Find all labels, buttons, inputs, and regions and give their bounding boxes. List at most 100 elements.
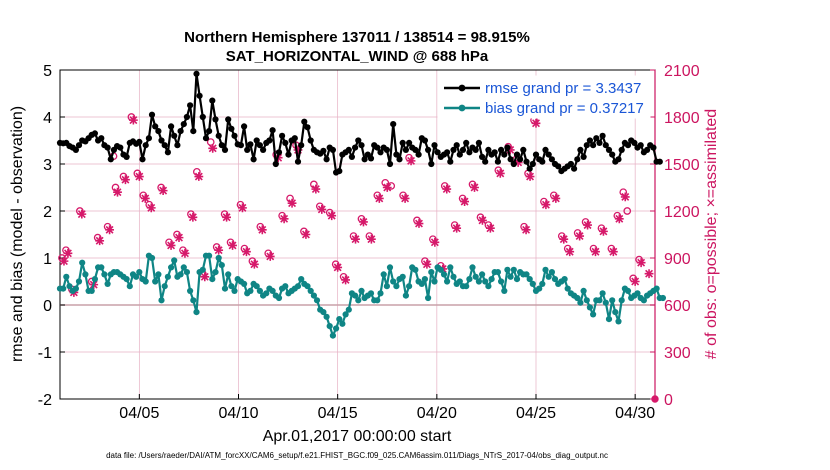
obs-assimilated-point — [505, 145, 515, 155]
bias-point — [342, 311, 349, 318]
rmse-point — [158, 137, 165, 144]
rmse-point — [510, 160, 517, 168]
bias-point — [148, 254, 156, 262]
rmse-point — [374, 144, 381, 151]
bias-point — [358, 287, 365, 294]
bias-point — [612, 309, 619, 316]
rmse-point — [637, 142, 644, 149]
bias-point — [469, 264, 476, 271]
y2-tick-label: 2100 — [664, 63, 700, 80]
bias-point — [498, 278, 505, 285]
obs-assimilated-point — [531, 118, 541, 128]
obs-assimilated-point — [359, 217, 368, 227]
obs-assimilated-point — [208, 143, 218, 153]
rmse-point — [142, 142, 149, 149]
obs-assimilated-point — [174, 233, 184, 243]
bias-point — [304, 283, 311, 290]
obs-assimilated-point — [327, 211, 337, 221]
bias-point — [123, 276, 130, 283]
bias-point — [577, 299, 584, 306]
bias-point — [161, 283, 168, 290]
bias-point — [199, 266, 206, 273]
x-tick-label: 04/15 — [318, 405, 358, 422]
bias-point — [66, 283, 73, 290]
rmse-point — [139, 156, 146, 163]
bias-point — [634, 290, 641, 297]
legend-rmse-label: rmse grand pr = 3.3437 — [485, 80, 641, 97]
obs-assimilated-point — [478, 216, 487, 225]
rmse-point — [402, 146, 409, 153]
bias-point — [221, 285, 229, 292]
bias-point — [180, 264, 187, 271]
rmse-point — [199, 113, 206, 121]
bias-point — [580, 287, 587, 294]
legend-bias-marker — [458, 104, 466, 112]
rmse-point — [104, 144, 111, 151]
obs-assimilated-point — [59, 256, 69, 266]
bias-point — [269, 287, 276, 294]
x-axis-label: Apr.01,2017 00:00:00 start — [263, 428, 452, 445]
y2-axis-label: # of obs: o=possible; ×=assimilated — [703, 109, 720, 359]
bias-point — [526, 276, 533, 283]
bias-point — [168, 264, 175, 271]
obs-assimilated-point — [485, 223, 495, 233]
rmse-point — [72, 146, 79, 153]
rmse-point — [520, 146, 527, 153]
bias-point — [485, 283, 492, 290]
rmse-point — [304, 124, 311, 131]
x-tick-label: 04/25 — [516, 405, 556, 422]
rmse-point — [583, 142, 590, 149]
obs-assimilated-point — [279, 214, 289, 224]
rmse-point — [212, 116, 219, 123]
rmse-point — [421, 137, 428, 144]
bias-point — [79, 259, 86, 266]
rmse-point — [459, 146, 467, 153]
bias-point — [339, 320, 346, 327]
bias-point — [104, 280, 111, 287]
rmse-point — [266, 137, 273, 144]
obs-assimilated-point — [188, 212, 198, 222]
obs-assimilated-point — [460, 197, 469, 206]
y-axis-label: rmse and bias (model - observation) — [9, 106, 26, 362]
rmse-point — [221, 146, 229, 153]
rmse-point — [348, 153, 355, 160]
obs-assimilated-point — [351, 234, 360, 244]
obs-zero-marker — [651, 395, 659, 403]
obs-assimilated-point — [541, 200, 551, 210]
bias-point — [63, 273, 70, 280]
obs-assimilated-point — [128, 115, 138, 125]
rmse-point — [168, 123, 175, 130]
bias-point — [377, 290, 384, 297]
bias-point — [596, 297, 603, 304]
obs-assimilated-point — [146, 203, 156, 213]
x-axis: 04/05 04/10 04/15 04/20 04/25 04/30 — [119, 394, 655, 422]
bias-point — [72, 285, 79, 292]
rmse-point — [218, 142, 225, 149]
bias-point — [609, 297, 616, 304]
obs-assimilated-point — [575, 231, 585, 241]
rmse-point — [155, 128, 162, 135]
obs-assimilated-point — [400, 194, 410, 203]
obs-assimilated-point — [238, 203, 247, 213]
bias-point — [310, 292, 317, 299]
rmse-point — [485, 146, 492, 153]
rmse-point — [193, 70, 200, 77]
bias-point — [187, 287, 194, 294]
data-file-footer: data file: /Users/raeder/DAI/ATM_forcXX/… — [106, 451, 608, 460]
obs-assimilated-point — [470, 183, 479, 192]
rmse-point — [390, 121, 397, 128]
rmse-point — [571, 165, 578, 172]
x-tick-label: 04/20 — [417, 405, 457, 422]
rmse-point — [605, 146, 613, 153]
bias-point — [193, 309, 200, 316]
y-tick-label: 0 — [43, 298, 52, 315]
rmse-point — [136, 138, 143, 145]
rmse-point — [291, 135, 298, 142]
bias-point — [456, 278, 463, 285]
bias-point — [345, 306, 352, 313]
bias-point — [437, 266, 444, 273]
obs-possible-point — [623, 207, 632, 215]
bias-point — [605, 316, 613, 323]
bias-point — [241, 280, 248, 287]
